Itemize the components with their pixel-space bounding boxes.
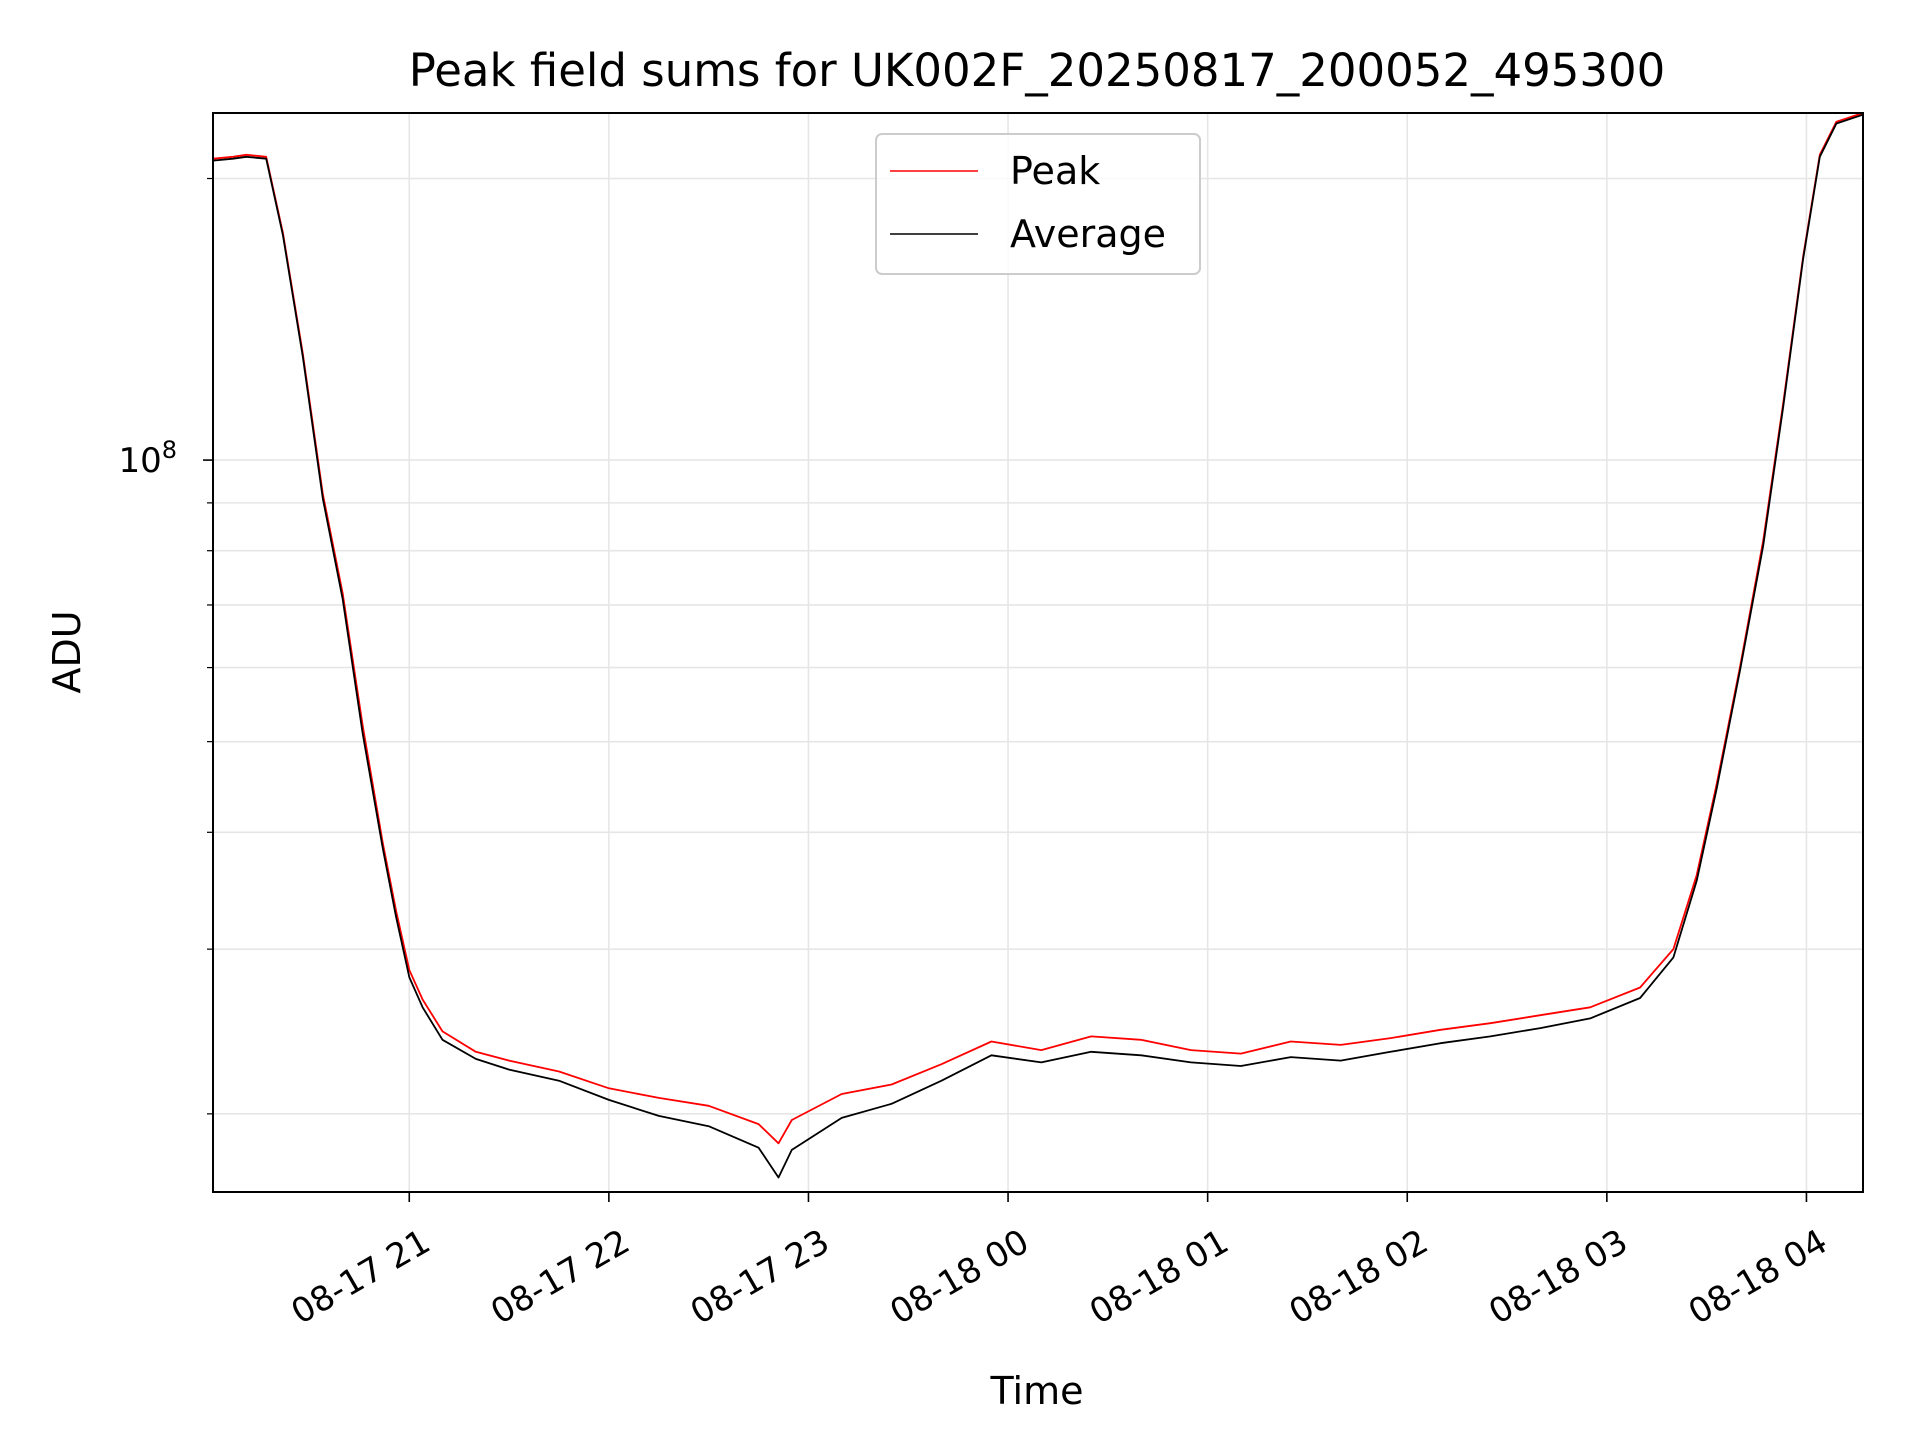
series-line-peak xyxy=(212,112,1864,1145)
y-tick-label: 108 xyxy=(118,436,177,481)
x-axis-label: Time xyxy=(990,1369,1084,1413)
plot-frame xyxy=(212,112,1864,1193)
series-line-average xyxy=(212,113,1864,1179)
legend-box xyxy=(875,133,1201,275)
legend-label-peak: Peak xyxy=(1010,149,1100,193)
legend: Peak Average xyxy=(875,133,1201,275)
series-layer xyxy=(212,112,1864,1179)
chart-title: Peak field sums for UK002F_20250817_2000… xyxy=(409,44,1666,97)
legend-label-average: Average xyxy=(1010,212,1166,256)
gridlines xyxy=(213,113,1863,1192)
y-axis-ticks: 108 xyxy=(118,177,213,1115)
y-axis-label: ADU xyxy=(45,610,89,693)
